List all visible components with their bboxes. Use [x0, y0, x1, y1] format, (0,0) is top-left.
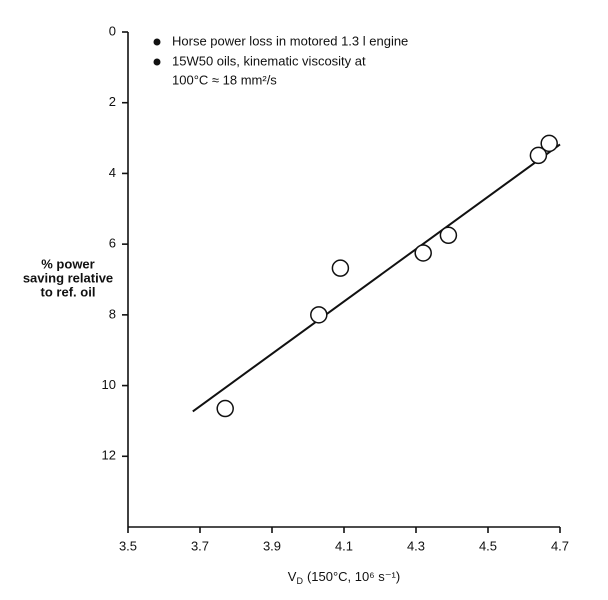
data-point	[310, 306, 328, 324]
y-tick-label: 8	[109, 306, 116, 321]
y-tick-label: 12	[102, 448, 116, 463]
x-tick-label: 4.5	[479, 538, 497, 553]
y-tick-label: 10	[102, 377, 116, 392]
x-label-symbol: V	[288, 569, 297, 584]
y-tick-label: 6	[109, 236, 116, 251]
x-tick-label: 4.3	[407, 538, 425, 553]
data-point	[439, 226, 458, 245]
data-point	[331, 259, 350, 277]
bullet	[153, 38, 161, 46]
y-tick-label: 0	[109, 23, 116, 38]
data-point	[540, 134, 558, 153]
x-tick-label: 4.1	[335, 538, 353, 553]
y-label: to ref. oil	[41, 284, 96, 299]
data-point	[529, 146, 548, 165]
bullet	[153, 58, 161, 66]
x-tick-label: 3.5	[119, 538, 137, 553]
x-label: VD (150°C, 10⁶ s⁻¹)	[288, 569, 400, 586]
x-tick-label: 3.9	[263, 538, 281, 553]
y-label: saving relative	[23, 270, 113, 285]
annotation: 15W50 oils, kinematic viscosity at	[172, 53, 366, 68]
data-point	[414, 244, 432, 262]
y-label: % power	[41, 256, 94, 271]
x-tick-label: 4.7	[551, 538, 569, 553]
x-label-rest: (150°C, 10⁶ s⁻¹)	[307, 569, 400, 584]
x-tick-label: 3.7	[191, 538, 209, 553]
data-point	[216, 399, 234, 418]
annotation: 100°C ≈ 18 mm²/s	[172, 72, 277, 87]
annotation: Horse power loss in motored 1.3 l engine	[172, 33, 408, 48]
x-label-subscript: D	[296, 576, 303, 586]
y-tick-label: 2	[109, 94, 116, 109]
y-tick-label: 4	[109, 165, 116, 180]
fit-line	[192, 143, 561, 413]
